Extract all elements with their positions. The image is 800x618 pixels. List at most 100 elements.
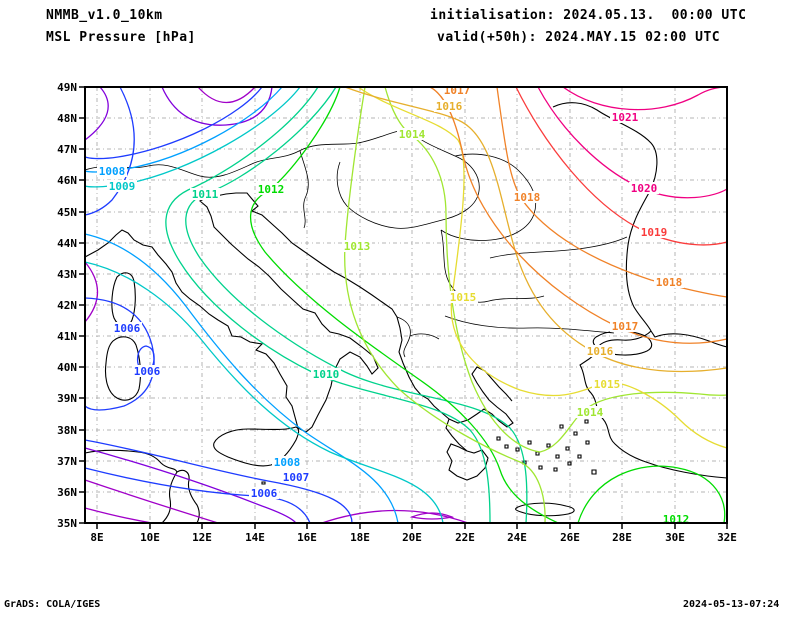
isobar-1010 (165, 86, 491, 524)
lon-axis-label: 30E (665, 531, 685, 544)
isobar-label-bg (311, 368, 341, 380)
isobar-label-bg (397, 128, 427, 140)
isobar-1006 (84, 86, 135, 216)
isobar-1009 (84, 86, 301, 188)
isobar-label: 1015 (450, 291, 477, 304)
isobar-label: 1006 (114, 322, 141, 335)
lon-axis-label: 26E (560, 531, 580, 544)
init-time-text: initialisation: 2024.05.13. 00:00 UTC (430, 8, 747, 23)
lat-axis-label: 46N (57, 174, 77, 187)
isobar-label: 1011 (192, 188, 219, 201)
isobar-label-bg (434, 100, 464, 112)
isobar-1005 (161, 86, 273, 126)
lon-axis-label: 12E (192, 531, 212, 544)
creation-timestamp: 2024-05-13-07:24 (683, 599, 780, 610)
isobar-label: 1015 (594, 378, 621, 391)
isobar-1012 (249, 86, 559, 524)
isobar-1004 (84, 479, 219, 524)
isobar-label-bg (112, 322, 142, 334)
coastline (104, 336, 141, 401)
isobar-label: 1006 (134, 365, 161, 378)
lat-axis-label: 43N (57, 268, 77, 281)
coastline (446, 443, 489, 481)
isobar-1005 (84, 86, 109, 141)
isobar-1008 (84, 86, 283, 173)
valid-time-text: valid(+50h): 2024.MAY.15 02:00 UTC (437, 30, 721, 45)
coastline (261, 419, 597, 485)
isobar-label-bg (272, 456, 302, 468)
lat-axis-label: 38N (57, 424, 77, 437)
isobar-label-bg (575, 406, 605, 418)
lat-axis-label: 48N (57, 112, 77, 125)
coastline (84, 449, 200, 524)
isobar-1019 (515, 86, 728, 246)
isobar-label-bg (610, 111, 640, 123)
lat-axis-label: 45N (57, 206, 77, 219)
isobar-label-bg (249, 487, 279, 499)
isobar-1011 (185, 86, 528, 524)
model-title: NMMB_v1.0_10km (46, 8, 163, 23)
isobar-label: 1021 (612, 111, 639, 124)
isobar-label-bg (342, 240, 372, 252)
isobar-label-bg (107, 180, 137, 192)
isobar-1008 (84, 233, 399, 524)
isobar-1018 (496, 86, 728, 298)
isobar-label-bg (281, 471, 311, 483)
isobar-label: 1012 (663, 513, 690, 526)
isobar-label-bg (512, 191, 542, 203)
lat-axis-label: 35N (57, 517, 77, 530)
isobar-label: 1008 (99, 165, 126, 178)
isobar-1013 (344, 86, 546, 524)
isobar-1004 (409, 512, 455, 520)
field-title: MSL Pressure [hPa] (46, 30, 196, 45)
isobar-1012 (577, 465, 726, 524)
isobar-label: 1018 (514, 191, 541, 204)
coastline (552, 102, 728, 479)
isobar-1009 (84, 261, 444, 524)
isobar-label: 1012 (258, 183, 285, 196)
coastline (111, 272, 136, 327)
isobar-1021 (562, 86, 728, 111)
isobar-label: 1009 (109, 180, 136, 193)
isobar-label-bg (629, 182, 659, 194)
isobar-label: 1008 (274, 456, 301, 469)
isobar-label-bg (654, 276, 684, 288)
isobar-label: 1014 (577, 406, 604, 419)
isobar-label-bg (97, 165, 127, 177)
lat-axis-label: 49N (57, 81, 77, 94)
isobar-1006 (84, 467, 311, 524)
isobar-1014 (384, 86, 728, 453)
isobar-1005 (84, 447, 297, 524)
lon-axis-label: 32E (717, 531, 737, 544)
isobar-label: 1016 (587, 345, 614, 358)
isobar-1004 (197, 86, 256, 103)
lon-axis-label: 22E (455, 531, 475, 544)
lat-axis-label: 44N (57, 237, 77, 250)
lat-axis-label: 39N (57, 392, 77, 405)
lat-axis-label: 36N (57, 486, 77, 499)
lon-axis-label: 20E (402, 531, 422, 544)
isobar-1007 (84, 439, 353, 524)
lon-axis-label: 14E (245, 531, 265, 544)
isobar-label: 1007 (283, 471, 310, 484)
isobar-label: 1013 (344, 240, 371, 253)
isobar-label: 1014 (399, 128, 426, 141)
lon-axis-label: 10E (140, 531, 160, 544)
lat-axis-label: 47N (57, 143, 77, 156)
isobar-1015 (357, 86, 728, 449)
isobar-label-bg (190, 188, 220, 200)
isobar-label: 1018 (656, 276, 683, 289)
lon-axis-label: 18E (350, 531, 370, 544)
coastline (448, 366, 514, 428)
lon-axis-label: 24E (507, 531, 527, 544)
isobar-label: 1017 (612, 320, 639, 333)
isobar-1017 (429, 86, 728, 344)
coastline (515, 502, 575, 517)
isobar-label: 1019 (641, 226, 668, 239)
coastline (84, 192, 468, 452)
isobar-label: 1006 (251, 487, 278, 500)
grads-credit: GrADS: COLA/IGES (4, 599, 101, 610)
lon-axis-label: 28E (612, 531, 632, 544)
isobar-1004 (84, 261, 98, 323)
